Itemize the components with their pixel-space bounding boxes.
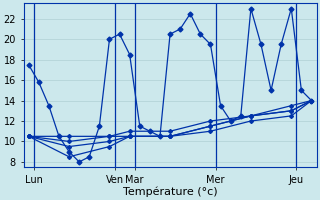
- X-axis label: Température (°c): Température (°c): [123, 186, 217, 197]
